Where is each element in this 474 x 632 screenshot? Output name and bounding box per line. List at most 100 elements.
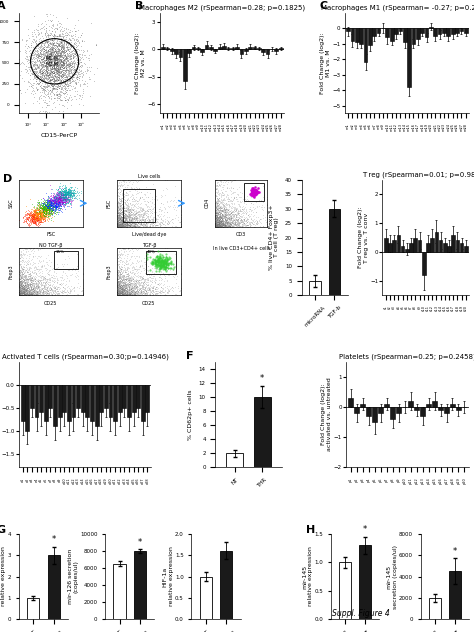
Point (17, 265, 25, 275)
Point (53, 63, 60, 73)
Point (232, 212, 240, 222)
Point (43, 42, 51, 52)
Point (64, 289, 71, 299)
Point (123, 215, 131, 225)
Point (215, 217, 223, 228)
Point (115, 286, 122, 296)
Point (128, 214, 135, 224)
Point (52, 84, 59, 94)
Point (213, 204, 221, 214)
Point (127, 174, 135, 185)
Point (46, 201, 54, 211)
Point (122, 221, 130, 231)
Point (61, 190, 69, 200)
Point (56, 188, 64, 198)
Point (128, 283, 135, 293)
Point (257, 202, 264, 212)
Point (143, 277, 151, 287)
Point (126, 281, 134, 291)
Point (62, 52, 70, 63)
Point (24, 272, 31, 282)
Point (114, 243, 122, 253)
Point (177, 200, 184, 210)
Point (48, 104, 55, 114)
Point (37, 270, 45, 281)
Point (125, 178, 133, 188)
Point (59, 78, 66, 88)
Point (218, 220, 225, 230)
Point (43, 67, 50, 77)
Point (219, 214, 227, 224)
Point (237, 216, 245, 226)
Point (215, 179, 222, 190)
Point (216, 219, 223, 229)
Point (63, 51, 71, 61)
Point (228, 216, 236, 226)
Point (67, 40, 74, 50)
Point (65, 195, 73, 205)
Point (49, 202, 56, 212)
Point (19, 272, 27, 282)
Point (213, 220, 221, 230)
Point (52, 205, 59, 216)
Point (16, 280, 23, 290)
Point (226, 212, 233, 222)
Point (118, 193, 125, 203)
Point (57, 46, 65, 56)
Point (121, 289, 129, 299)
Point (127, 243, 135, 253)
Point (122, 289, 129, 299)
Point (46, 47, 54, 58)
Point (54, 202, 61, 212)
Point (55, 197, 63, 207)
Point (60, 56, 68, 66)
Point (157, 253, 165, 263)
Point (121, 281, 128, 291)
Point (28, 275, 36, 285)
Point (117, 281, 124, 291)
Point (26, 244, 34, 254)
Point (132, 211, 140, 221)
Point (16, 283, 23, 293)
Point (227, 219, 234, 229)
Point (116, 219, 124, 229)
Point (64, 69, 72, 79)
Point (23, 213, 31, 223)
Point (42, 47, 50, 57)
Point (44, 201, 52, 211)
Point (31, 209, 39, 219)
Point (131, 281, 139, 291)
Point (149, 218, 156, 228)
Point (64, 187, 72, 197)
Point (145, 210, 152, 221)
Point (69, 33, 76, 43)
Point (34, 203, 41, 213)
Point (19, 248, 27, 258)
Point (42, 204, 50, 214)
Point (219, 222, 227, 232)
Point (54, 205, 61, 216)
Point (155, 264, 163, 274)
Point (117, 221, 124, 231)
Point (62, 197, 70, 207)
Point (60, 194, 68, 204)
Point (122, 289, 129, 299)
Point (47, 50, 55, 60)
Point (49, 201, 56, 211)
Point (46, 197, 54, 207)
Point (36, 212, 44, 222)
Point (61, 283, 68, 293)
Point (128, 216, 136, 226)
Point (25, 287, 32, 297)
Point (51, 33, 59, 44)
Point (114, 205, 122, 216)
Point (39, 45, 46, 55)
Point (57, 95, 65, 106)
Bar (67, 385, 71, 422)
Point (51, 83, 58, 93)
Point (118, 220, 126, 230)
Point (216, 203, 224, 213)
Point (136, 210, 144, 221)
Point (63, 188, 71, 198)
Point (224, 217, 231, 228)
